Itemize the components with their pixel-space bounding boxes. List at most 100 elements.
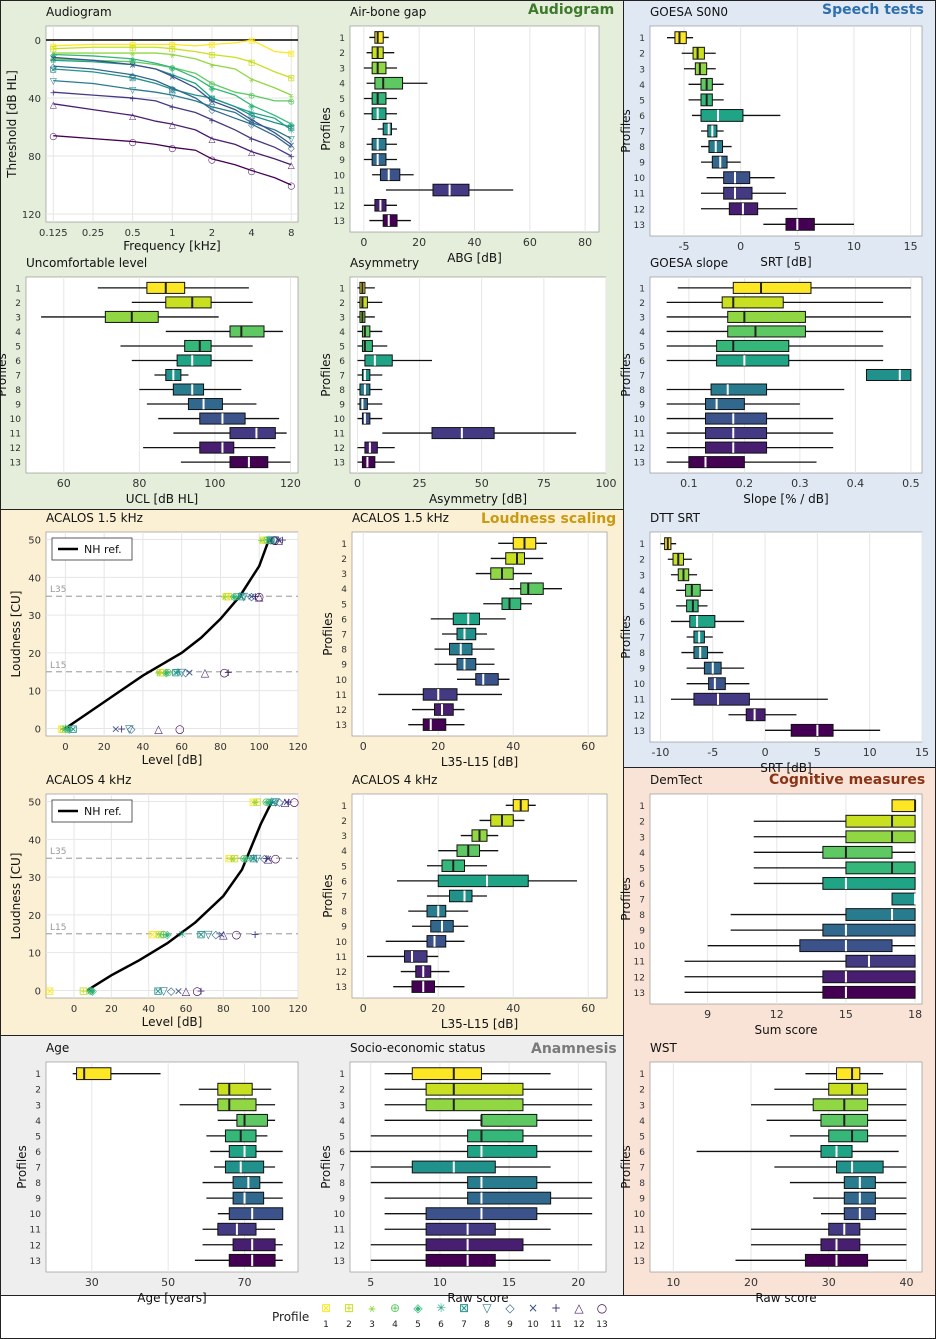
acalos4-ylabel: Loudness [CU] — [9, 853, 23, 940]
acalos15-point: ⊠ — [222, 590, 231, 603]
l35l15_4-ytick-label: 11 — [336, 953, 347, 963]
audiogram-point: ✳ — [287, 126, 295, 136]
audiogram-xtick-label: 8 — [288, 228, 294, 239]
audiogram-xtick-label: 0.5 — [125, 228, 141, 239]
audiogram-point: ⊠ — [248, 37, 256, 47]
acalos4-point: ⊞ — [155, 928, 164, 941]
ucl-ytick-label: 10 — [10, 415, 22, 425]
audiogram-point: ⊠ — [50, 66, 58, 76]
asymmetry-box — [361, 368, 371, 382]
asymmetry-ytick-label: 7 — [339, 372, 345, 382]
l35l15_15-xtick-label: 40 — [506, 740, 520, 753]
asymmetry-box — [359, 296, 368, 309]
ucl-ytick-label: 1 — [15, 284, 21, 294]
ses-ytick-label: 2 — [339, 1086, 345, 1096]
acalos4-point: + — [196, 984, 205, 997]
audiogram-series-line — [53, 103, 292, 166]
ucl-box — [187, 398, 223, 411]
l35l15_15-box — [475, 673, 499, 686]
acalos4-point: ⊠ — [224, 852, 233, 865]
l35l15_4-ytick-label: 2 — [341, 817, 347, 827]
acalos4-point: ✳ — [267, 796, 276, 809]
asymmetry-ylabel: Profiles — [319, 353, 333, 397]
l35l15_4-plot-area — [351, 793, 608, 999]
l35l15_15-box — [456, 627, 477, 641]
legend-label: 9 — [507, 1320, 513, 1330]
acalos4-point: ⊞ — [79, 984, 88, 997]
acalos4-point: × — [282, 796, 291, 809]
audiogram-point: ◈ — [208, 84, 215, 94]
audiogram-point: ◈ — [248, 102, 255, 112]
audiogram-point: ⊠ — [129, 74, 137, 84]
asymmetry-ytick-label: 13 — [334, 459, 345, 469]
acalos15-point: + — [117, 722, 126, 735]
wst-box — [828, 1082, 869, 1096]
acalos15-point: ◈ — [267, 534, 276, 547]
goesa_srt-ytick-label: 1 — [639, 34, 645, 44]
acalos4-point: ▽ — [271, 796, 280, 809]
ucl-ytick-label: 2 — [15, 299, 21, 309]
acalos15-point: × — [274, 534, 283, 547]
acalos15-point: ⊠ — [69, 722, 78, 735]
legend-symbol: ⊠ — [458, 1301, 470, 1315]
goesa_srt-xlabel: SRT [dB] — [760, 255, 811, 269]
acalos15-point: ⊞ — [59, 722, 68, 735]
ses-ytick-label: 9 — [339, 1195, 345, 1205]
l35l15_15-ytick-label: 8 — [341, 646, 347, 656]
audiogram-point: × — [248, 116, 256, 126]
acalos4-point: ▽ — [204, 928, 213, 941]
legend-symbol: ○ — [596, 1301, 608, 1315]
audiogram-point: ⊕ — [169, 64, 177, 74]
demtect-plot-area — [649, 793, 923, 1005]
legend-item: ▽ 8 — [477, 1300, 497, 1330]
dtt-ytick-label: 13 — [634, 727, 645, 737]
legend-label: 10 — [527, 1320, 539, 1330]
acalos15-point: ⊕ — [63, 722, 72, 735]
goesa_slope-title: GOESA slope — [650, 256, 728, 270]
dtt-ytick-label: 8 — [639, 649, 645, 659]
acalos4-point: ◈ — [264, 796, 273, 809]
goesa_srt-ytick-label: 2 — [639, 50, 645, 60]
acalos15-xtick-label: 80 — [214, 742, 227, 753]
demtect-xlabel: Sum score — [755, 1023, 818, 1037]
l35l15_4-ytick-label: 9 — [341, 923, 347, 933]
goesa_slope-ytick-label: 3 — [639, 313, 645, 323]
legend-label: 1 — [323, 1320, 329, 1330]
acalos4-point: ⊕ — [262, 796, 271, 809]
ses-ytick-label: 12 — [334, 1241, 345, 1251]
ses-box — [480, 1113, 538, 1127]
l35l15_4-ylabel: Profiles — [321, 874, 335, 918]
abg-box — [371, 137, 387, 151]
acalos4-point: ⊠ — [249, 852, 258, 865]
acalos4-point: ○ — [192, 984, 202, 997]
legend-title: Profile — [272, 1310, 310, 1324]
acalos15-hline-label: L35 — [50, 585, 66, 595]
age-box — [228, 1145, 257, 1158]
wst-ytick-label: 9 — [639, 1195, 645, 1205]
audiogram-point: + — [287, 153, 295, 163]
age-ytick-label: 5 — [35, 1132, 41, 1142]
ses-box — [425, 1222, 496, 1236]
abg-xtick-label: 60 — [523, 236, 537, 249]
acalos15-xlabel: Level [dB] — [142, 753, 203, 767]
demtect-box — [891, 799, 916, 813]
acalos4-point: ✳ — [249, 852, 258, 865]
l35l15_4-ytick-label: 10 — [336, 938, 348, 948]
acalos4-point: ◈ — [88, 984, 97, 997]
legend-label: 6 — [438, 1320, 444, 1330]
wst-ytick-label: 7 — [639, 1164, 645, 1174]
l35l15_15-xlabel: L35-L15 [dB] — [441, 755, 518, 769]
wst-ytick-label: 6 — [639, 1148, 645, 1158]
asymmetry-ytick-label: 11 — [334, 430, 345, 440]
demtect-box — [845, 861, 916, 875]
abg-box — [371, 61, 387, 75]
acalos15-xtick-label: 20 — [98, 742, 111, 753]
acalos4-point: △ — [219, 928, 228, 941]
ucl-ytick-label: 9 — [15, 401, 21, 411]
goesa_srt-ytick-label: 6 — [639, 112, 645, 122]
legend-item: ✳ 6 — [431, 1300, 451, 1330]
audiogram-xtick-label: 4 — [248, 228, 254, 239]
legend-label: 7 — [461, 1320, 467, 1330]
l35l15_4-ytick-label: 5 — [341, 862, 347, 872]
dtt-ytick-label: 3 — [639, 571, 645, 581]
